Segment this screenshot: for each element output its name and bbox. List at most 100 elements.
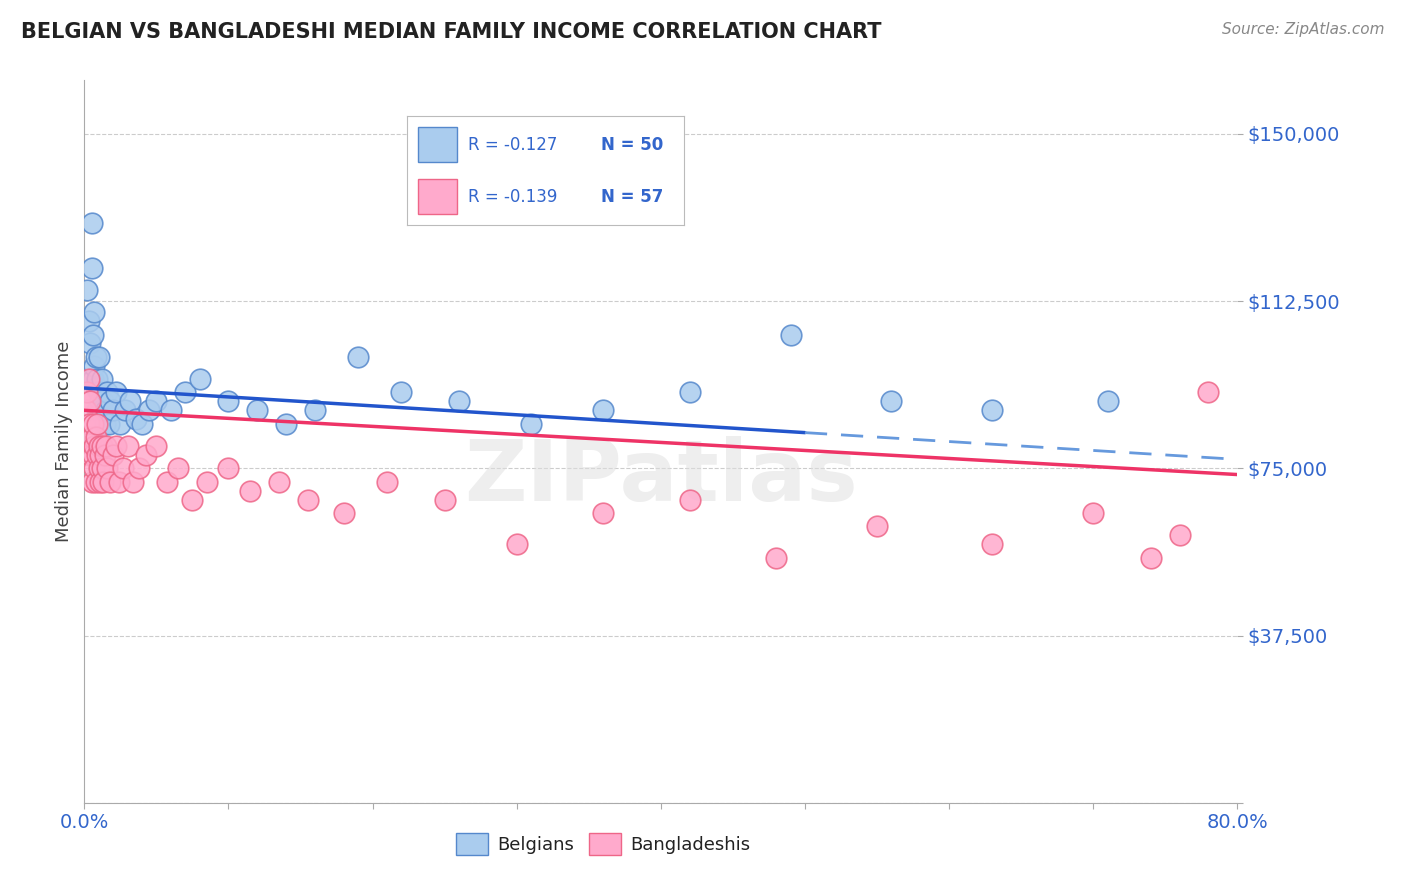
Point bbox=[506, 537, 529, 551]
Point bbox=[391, 385, 413, 400]
Point bbox=[87, 439, 110, 453]
Point bbox=[94, 439, 117, 453]
Point bbox=[114, 403, 136, 417]
Point bbox=[218, 461, 240, 475]
Point bbox=[105, 439, 128, 453]
Point bbox=[145, 394, 167, 409]
Point bbox=[96, 385, 118, 400]
Point bbox=[181, 492, 204, 507]
Point bbox=[82, 327, 104, 342]
Point bbox=[1140, 550, 1163, 565]
Point bbox=[87, 461, 110, 475]
Point bbox=[1097, 394, 1119, 409]
Point bbox=[76, 385, 98, 400]
Point bbox=[333, 506, 356, 520]
Point bbox=[82, 417, 104, 431]
Point bbox=[83, 305, 105, 319]
Point bbox=[145, 439, 167, 453]
Point bbox=[304, 403, 326, 417]
Point bbox=[679, 385, 702, 400]
Point bbox=[138, 403, 160, 417]
Point bbox=[160, 403, 183, 417]
Point bbox=[679, 492, 702, 507]
Point bbox=[276, 417, 298, 431]
Point bbox=[87, 350, 110, 364]
Point bbox=[267, 475, 290, 489]
Point bbox=[86, 417, 108, 431]
Point bbox=[84, 350, 107, 364]
Point bbox=[195, 475, 218, 489]
Point bbox=[981, 537, 1004, 551]
Point bbox=[90, 461, 112, 475]
Point bbox=[520, 417, 543, 431]
Point bbox=[765, 550, 787, 565]
Point bbox=[592, 403, 614, 417]
Point bbox=[1083, 506, 1105, 520]
Point bbox=[103, 403, 124, 417]
Text: Source: ZipAtlas.com: Source: ZipAtlas.com bbox=[1222, 22, 1385, 37]
Point bbox=[90, 439, 112, 453]
Point bbox=[90, 403, 112, 417]
Point bbox=[80, 475, 103, 489]
Point bbox=[93, 417, 115, 431]
Point bbox=[77, 314, 100, 328]
Point bbox=[83, 439, 105, 453]
Point bbox=[87, 385, 110, 400]
Legend: Belgians, Bangladeshis: Belgians, Bangladeshis bbox=[449, 826, 758, 863]
Y-axis label: Median Family Income: Median Family Income bbox=[55, 341, 73, 542]
Point bbox=[880, 394, 903, 409]
Point bbox=[779, 327, 801, 342]
Point bbox=[98, 475, 121, 489]
Point bbox=[77, 372, 100, 386]
Point bbox=[91, 475, 114, 489]
Point bbox=[433, 492, 456, 507]
Point bbox=[98, 394, 121, 409]
Point bbox=[79, 336, 101, 351]
Point bbox=[86, 448, 108, 462]
Point bbox=[86, 403, 108, 417]
Point bbox=[79, 394, 101, 409]
Point bbox=[135, 448, 157, 462]
Point bbox=[86, 372, 108, 386]
Point bbox=[94, 403, 117, 417]
Point bbox=[91, 394, 114, 409]
Point bbox=[105, 385, 128, 400]
Point bbox=[1198, 385, 1220, 400]
Point bbox=[218, 394, 240, 409]
Point bbox=[155, 475, 177, 489]
Point bbox=[112, 461, 135, 475]
Point bbox=[1168, 528, 1191, 542]
Point bbox=[76, 283, 98, 297]
Point bbox=[167, 461, 190, 475]
Point bbox=[981, 403, 1004, 417]
Point bbox=[108, 475, 131, 489]
Point bbox=[83, 359, 105, 373]
Point bbox=[375, 475, 398, 489]
Point bbox=[866, 519, 889, 533]
Point bbox=[246, 403, 269, 417]
Point bbox=[97, 417, 120, 431]
Point bbox=[122, 475, 145, 489]
Point bbox=[131, 417, 153, 431]
Point bbox=[84, 475, 107, 489]
Point bbox=[80, 216, 103, 230]
Point bbox=[117, 439, 139, 453]
Point bbox=[297, 492, 319, 507]
Point bbox=[90, 372, 112, 386]
Text: ZIPatlas: ZIPatlas bbox=[464, 436, 858, 519]
Point bbox=[82, 448, 104, 462]
Point bbox=[188, 372, 211, 386]
Point bbox=[125, 412, 148, 426]
Text: BELGIAN VS BANGLADESHI MEDIAN FAMILY INCOME CORRELATION CHART: BELGIAN VS BANGLADESHI MEDIAN FAMILY INC… bbox=[21, 22, 882, 42]
Point bbox=[79, 448, 101, 462]
Point bbox=[449, 394, 471, 409]
Point bbox=[347, 350, 370, 364]
Point bbox=[174, 385, 197, 400]
Point bbox=[75, 403, 97, 417]
Point bbox=[83, 461, 105, 475]
Point bbox=[80, 430, 103, 444]
Point bbox=[89, 448, 111, 462]
Point bbox=[239, 483, 262, 498]
Point bbox=[592, 506, 614, 520]
Point bbox=[103, 448, 124, 462]
